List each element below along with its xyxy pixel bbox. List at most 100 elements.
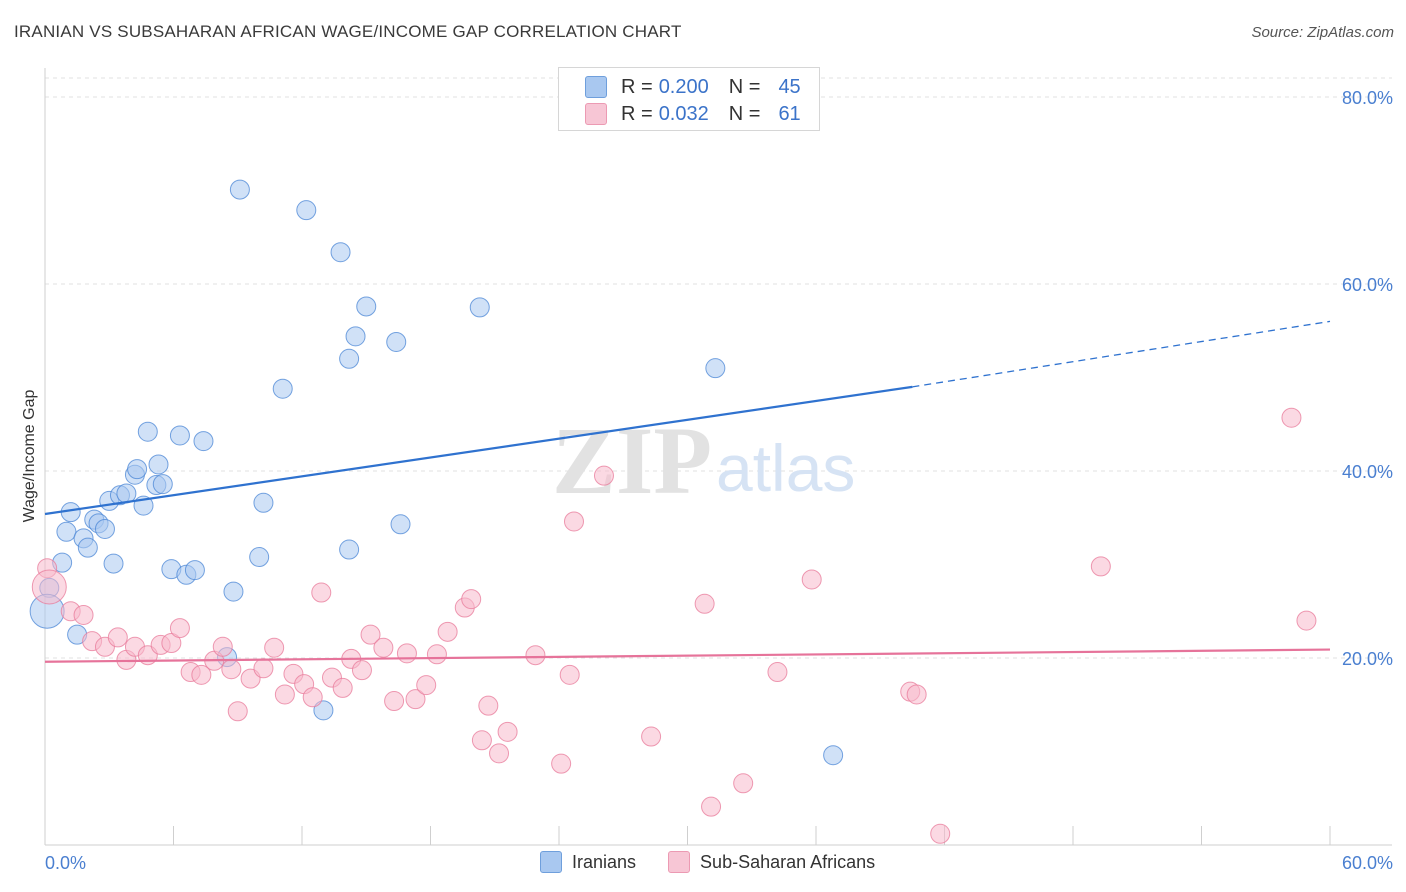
data-point: [1296, 610, 1317, 631]
data-point: [193, 431, 214, 452]
data-point: [212, 636, 233, 657]
subsaharan-swatch: [585, 103, 607, 125]
data-point: [437, 621, 458, 642]
data-point: [478, 695, 499, 716]
data-point: [184, 560, 205, 581]
trend-lines: [44, 320, 1331, 663]
data-point: [356, 296, 377, 317]
data-point: [339, 539, 360, 560]
data-point: [386, 331, 407, 352]
watermark-zip: ZIP: [552, 407, 712, 514]
data-point: [345, 326, 366, 347]
data-point: [461, 589, 482, 610]
data-point: [373, 637, 394, 658]
y-tick-label: 40.0%: [1342, 462, 1393, 482]
legend-item-subsaharan: Sub-Saharan Africans: [668, 851, 875, 873]
legend-item-iranians: Iranians: [540, 851, 636, 873]
iranians-swatch: [585, 76, 607, 98]
data-point: [396, 643, 417, 664]
data-point: [1090, 556, 1111, 577]
axes: [44, 68, 1392, 846]
data-point: [733, 773, 754, 794]
iranians-swatch: [540, 851, 562, 873]
data-point: [1281, 407, 1302, 428]
data-point: [137, 421, 158, 442]
data-point: [56, 521, 77, 542]
r-value: 0.032: [658, 102, 709, 125]
data-point: [103, 553, 124, 574]
data-point: [253, 492, 274, 513]
data-point: [384, 691, 405, 712]
legend-row-iranians: R = 0.200 N = 45: [585, 75, 801, 99]
x-tick-label: 60.0%: [1342, 853, 1393, 873]
data-point: [497, 721, 518, 742]
data-point: [351, 660, 372, 681]
data-point: [525, 645, 546, 666]
source-credit: Source: ZipAtlas.com: [1251, 24, 1394, 41]
legend-label: Sub-Saharan Africans: [700, 851, 876, 872]
data-point: [229, 179, 250, 200]
data-point: [264, 637, 285, 658]
data-point: [127, 459, 148, 480]
x-tick-label: 0.0%: [45, 853, 86, 873]
data-point: [390, 514, 411, 535]
data-point: [405, 689, 426, 710]
y-axis-title: Wage/Income Gap: [21, 390, 38, 523]
data-point: [767, 662, 788, 683]
data-point: [274, 684, 295, 705]
r-label: R =: [621, 75, 653, 98]
data-point: [823, 745, 844, 766]
data-point: [801, 569, 822, 590]
data-point: [416, 675, 437, 696]
data-point: [107, 627, 128, 648]
watermark-atlas: atlas: [716, 431, 855, 505]
data-point: [302, 687, 323, 708]
chart-title: IRANIAN VS SUBSAHARAN AFRICAN WAGE/INCOM…: [14, 22, 682, 41]
data-point: [489, 743, 510, 764]
data-point: [593, 465, 614, 486]
data-point: [694, 593, 715, 614]
data-point: [31, 569, 67, 605]
data-points: [29, 179, 1317, 844]
data-point: [701, 796, 722, 817]
tick-labels: 20.0% 40.0% 60.0% 80.0% 0.0% 60.0%: [45, 88, 1393, 873]
r-label: R =: [621, 102, 653, 125]
data-point: [249, 547, 270, 568]
subsaharan-swatch: [668, 851, 691, 873]
trend-line: [44, 648, 1331, 663]
data-point: [469, 297, 490, 318]
data-point: [253, 658, 274, 679]
n-label: N =: [728, 102, 761, 125]
data-point: [551, 753, 572, 774]
data-point: [930, 823, 951, 844]
data-point: [360, 624, 381, 645]
n-label: N =: [728, 75, 761, 98]
data-point: [296, 200, 317, 221]
y-tick-label: 80.0%: [1342, 88, 1393, 108]
trend-line-extrapolated: [912, 320, 1331, 388]
data-point: [311, 582, 332, 603]
legend-row-subsaharan: R = 0.032 N = 61: [585, 102, 801, 126]
data-point: [191, 664, 212, 685]
correlation-legend: R = 0.200 N = 45 R = 0.032 N = 61: [558, 67, 820, 131]
trend-line: [44, 385, 913, 516]
data-point: [169, 425, 190, 446]
data-point: [148, 454, 169, 475]
r-value: 0.200: [658, 75, 709, 98]
data-point: [339, 348, 360, 369]
data-point: [94, 518, 115, 539]
data-point: [563, 511, 584, 532]
y-tick-label: 60.0%: [1342, 275, 1393, 295]
data-point: [73, 604, 94, 625]
data-point: [332, 677, 353, 698]
data-point: [906, 684, 927, 705]
data-point: [641, 726, 662, 747]
data-point: [313, 700, 334, 721]
legend-label: Iranians: [572, 851, 637, 872]
series-legend: Iranians Sub-Saharan Africans: [540, 851, 907, 873]
data-point: [227, 701, 248, 722]
data-point: [221, 659, 242, 680]
data-point: [223, 581, 244, 602]
n-value: 45: [778, 75, 801, 98]
